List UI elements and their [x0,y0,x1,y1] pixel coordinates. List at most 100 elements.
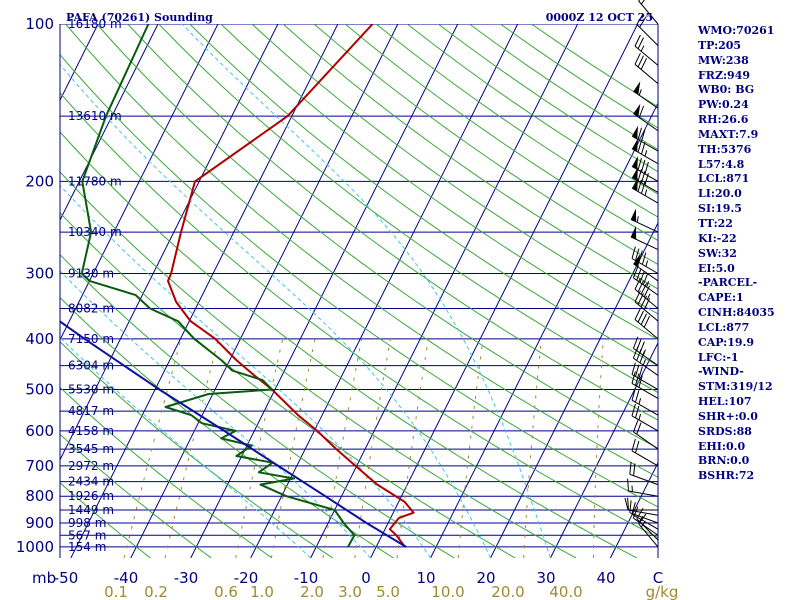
wind-barb [631,502,659,530]
isotherm-line [130,24,399,558]
index-mw: MW:238 [698,53,749,67]
temperature-tick-label: -50 [54,569,79,587]
wind-barb [633,103,659,132]
index-rh: RH:26.6 [698,113,749,127]
temperature-tick-label: C [653,569,663,587]
height-label: 5530 m [68,383,114,397]
wind-barb [624,497,659,511]
isotherm-line [430,101,658,558]
wind-barb [627,478,659,497]
index-hel: HEL:107 [698,395,752,409]
moist-adiabat [60,63,491,558]
dry-adiabat [344,24,658,242]
mixing-ratio-line [354,338,391,558]
chart-title: PAFA (70261) Sounding [66,11,213,24]
index-si: SI:19.5 [698,202,742,216]
isotherm-line [250,24,519,558]
dry-adiabat [251,24,658,315]
height-label: 3545 m [68,442,114,456]
dry-adiabat [60,53,658,508]
mixing-ratio-line [164,338,219,558]
sounding-traces [60,24,415,548]
pressure-unit-label: mb [32,569,56,587]
mixing-ratio-line [523,338,542,558]
isotherm-line [0,24,38,558]
isotherm-line [609,461,658,558]
dry-adiabat [60,131,638,558]
mixing-ratio-label: 0.6 [214,583,238,600]
temperature-tick-label: -40 [114,569,139,587]
height-label: 567 m [68,528,106,542]
pressure-tick-label: 700 [25,457,54,475]
dry-adiabat [127,24,658,421]
wind-barb [634,277,659,309]
index-pw: PW:0.24 [698,98,749,112]
temperature-tick-label: 30 [536,569,555,587]
wind-barb [636,13,659,46]
index-ei: EI:5.0 [698,261,735,275]
dry-adiabat [158,24,658,394]
wind-barb [631,362,659,390]
index-sw: SW:32 [698,246,737,260]
wind-barb [630,226,659,251]
index-frz: FRZ:949 [698,68,751,82]
dry-adiabat [60,433,212,558]
mixing-ratio-line [592,338,604,558]
dry-adiabat [60,296,394,558]
pressure-tick-label: 100 [25,15,54,33]
parcel-path-trace [60,320,407,548]
pressure-tick-label: 500 [25,381,54,399]
index-cinh: CINH:84035 [698,306,775,320]
wind-barb [632,336,659,366]
dry-adiabat [60,386,273,558]
dry-adiabat [282,24,658,290]
wind-barb [633,253,659,282]
index-ki: KI:-22 [698,231,737,245]
dewpoint-trace [80,24,356,548]
wind-barb-column [624,0,659,548]
index-tt: TT:22 [698,216,733,230]
wind-barb [631,371,659,399]
background-grid [0,24,658,558]
dry-adiabat [60,171,577,558]
wind-barb [634,52,659,84]
height-label: 4158 m [68,424,114,438]
index-bshr: BSHR:72 [698,469,755,483]
height-label: 2434 m [68,475,114,489]
index-tp: TP:205 [698,38,742,52]
pressure-tick-label: 900 [25,514,54,532]
isotherm-line [60,24,279,461]
index-maxt: MAXT:7.9 [698,127,759,141]
height-label: 11780 m [68,174,122,188]
height-label: 7150 m [68,332,114,346]
wind-barb [638,0,659,25]
moist-adiabat [60,184,432,558]
height-label: 1449 m [68,503,114,517]
temperature-tick-label: 40 [596,569,615,587]
dry-adiabat [60,92,658,539]
height-label: 998 m [68,516,106,530]
mixing-ratio-label: 2.0 [300,583,324,600]
mixing-ratio-line [270,338,316,558]
dry-adiabat [60,341,334,558]
index-brn: BRN:0.0 [698,454,750,468]
index-parcel-lcl: LCL:877 [698,320,750,334]
mixing-ratio-label: 5.0 [376,583,400,600]
isotherm-line [70,24,339,558]
temperature-tick-label: -30 [174,569,199,587]
temperature-tick-label: -10 [294,569,319,587]
dry-adiabat [313,24,658,266]
mixing-ratio-label: g/kg [646,583,679,600]
index-lcl: LCL:871 [698,172,750,186]
isotherm-line [60,24,219,342]
wind-barb [627,497,659,516]
wind-barb [631,246,659,274]
pressure-tick-label: 200 [25,172,54,190]
index-wmo: WMO:70261 [698,24,775,37]
temperature-tick-label: 10 [416,569,435,587]
height-label: 6304 m [68,359,114,373]
stability-index-panel: WMO:70261 TP:205 MW:238 FRZ:949 WB0: BG PW:0.… [698,24,798,484]
